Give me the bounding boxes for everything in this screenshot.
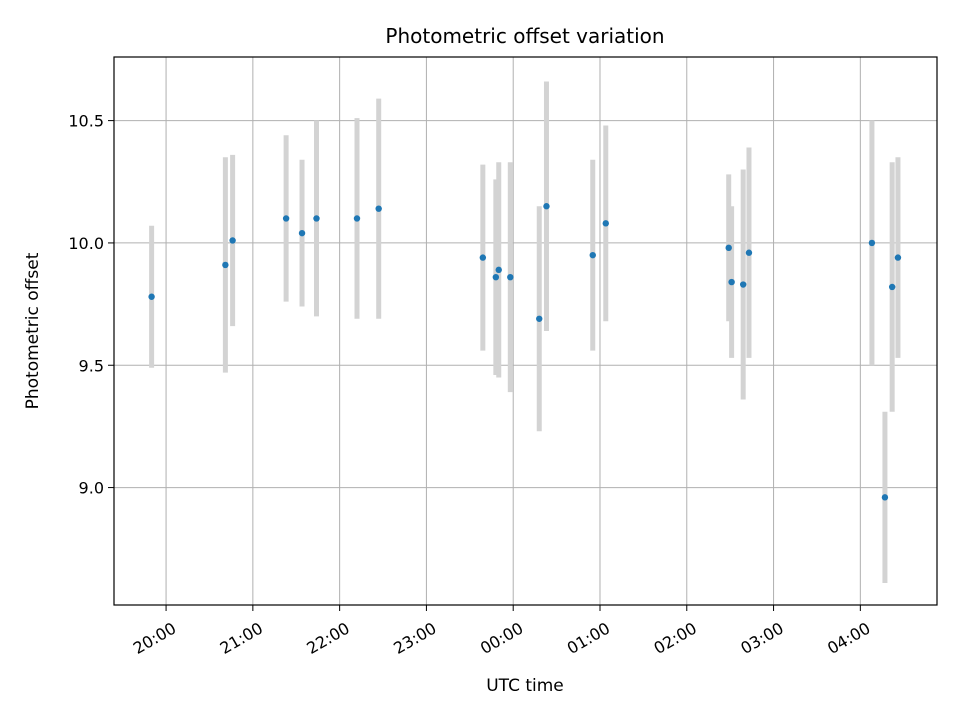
- data-point: [229, 237, 236, 244]
- y-tick-label: 10.0: [68, 234, 104, 253]
- error-bars: [149, 81, 901, 583]
- data-point: [745, 249, 753, 256]
- y-axis-ticks: 9.0 9.5 10.0 10.5: [68, 112, 114, 498]
- y-axis-label: Photometric offset: [23, 252, 43, 409]
- x-tick-label: 00:00: [477, 618, 526, 658]
- data-point: [881, 494, 889, 501]
- data-point: [479, 254, 487, 261]
- data-point: [313, 215, 320, 222]
- data-point: [728, 278, 735, 286]
- data-point: [725, 244, 732, 252]
- x-tick-label: 04:00: [824, 618, 873, 658]
- x-tick-label: 03:00: [737, 618, 786, 658]
- y-tick-label: 10.5: [68, 112, 104, 131]
- x-axis-label: UTC time: [486, 676, 564, 696]
- data-point: [353, 215, 361, 222]
- chart-title: Photometric offset variation: [385, 24, 664, 48]
- y-tick-label: 9.5: [79, 356, 104, 375]
- data-points: [148, 203, 902, 501]
- data-point: [536, 315, 543, 322]
- plot-frame: [113, 56, 938, 606]
- data-point: [894, 254, 902, 261]
- x-tick-label: 23:00: [390, 618, 439, 658]
- y-tick-label: 9.0: [79, 479, 104, 498]
- data-point: [589, 251, 596, 259]
- data-point: [375, 205, 382, 212]
- data-point: [888, 283, 896, 291]
- data-point: [868, 239, 876, 247]
- data-point: [602, 220, 609, 227]
- data-point: [543, 203, 550, 210]
- data-point: [492, 273, 500, 281]
- x-tick-label: 21:00: [217, 618, 266, 658]
- x-tick-label: 20:00: [130, 618, 179, 658]
- data-point: [507, 273, 514, 281]
- data-point: [282, 215, 290, 222]
- data-point: [495, 266, 502, 274]
- data-point: [298, 229, 306, 237]
- grid-lines: [114, 57, 937, 605]
- x-axis-ticks: 20:00 21:00 22:00 23:00 00:00 01:00 02:00 03:00…: [130, 605, 874, 658]
- data-point: [739, 281, 747, 288]
- x-tick-label: 02:00: [651, 618, 700, 658]
- data-point: [222, 261, 229, 269]
- x-tick-label: 22:00: [303, 618, 352, 658]
- x-tick-label: 01:00: [564, 618, 613, 658]
- data-point: [148, 293, 155, 300]
